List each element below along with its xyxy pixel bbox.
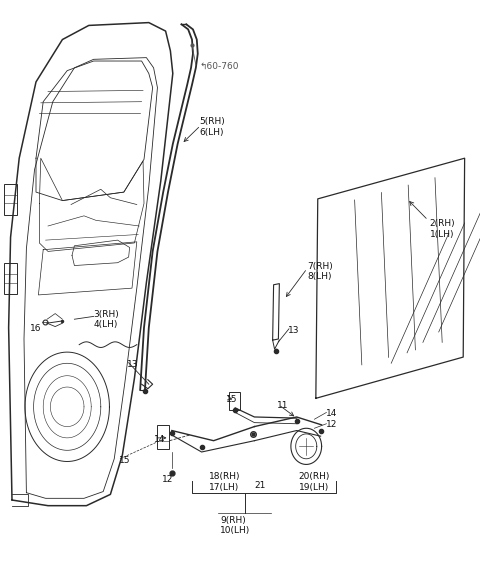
Bar xyxy=(157,425,169,449)
Text: 13: 13 xyxy=(288,326,300,335)
Text: 3(RH)
4(LH): 3(RH) 4(LH) xyxy=(94,310,120,329)
Text: 18(RH)
17(LH): 18(RH) 17(LH) xyxy=(209,472,240,492)
Text: 9(RH)
10(LH): 9(RH) 10(LH) xyxy=(220,516,251,535)
Bar xyxy=(4,184,17,215)
Text: 12: 12 xyxy=(326,420,338,429)
Text: 2(RH)
1(LH): 2(RH) 1(LH) xyxy=(430,219,455,238)
Text: 14: 14 xyxy=(154,435,165,444)
Text: 14: 14 xyxy=(326,409,338,418)
Bar xyxy=(4,263,17,294)
Text: 15: 15 xyxy=(119,456,131,465)
Text: 5(RH)
6(LH): 5(RH) 6(LH) xyxy=(199,118,225,137)
Text: 7(RH)
8(LH): 7(RH) 8(LH) xyxy=(307,262,333,281)
Text: 11: 11 xyxy=(277,401,289,410)
Text: ↰60-760: ↰60-760 xyxy=(199,62,239,71)
Text: 16: 16 xyxy=(30,324,42,333)
Text: 20(RH)
19(LH): 20(RH) 19(LH) xyxy=(299,472,330,492)
Text: 12: 12 xyxy=(162,475,174,484)
Bar xyxy=(229,392,240,410)
Text: 15: 15 xyxy=(226,395,237,404)
Text: 21: 21 xyxy=(254,481,266,490)
Text: 13: 13 xyxy=(127,360,139,369)
